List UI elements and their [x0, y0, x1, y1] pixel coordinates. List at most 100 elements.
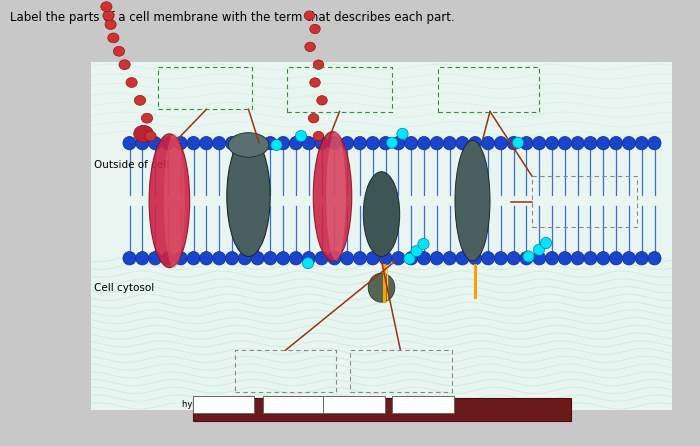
Ellipse shape — [101, 2, 112, 12]
Ellipse shape — [225, 252, 239, 265]
Ellipse shape — [228, 133, 269, 157]
Ellipse shape — [264, 136, 277, 150]
Text: peripheral protein: peripheral protein — [385, 401, 461, 409]
Ellipse shape — [417, 252, 430, 265]
Ellipse shape — [533, 244, 545, 255]
Ellipse shape — [520, 136, 533, 150]
Ellipse shape — [134, 125, 153, 142]
Ellipse shape — [368, 273, 395, 302]
Ellipse shape — [610, 252, 622, 265]
Ellipse shape — [316, 95, 328, 105]
Ellipse shape — [328, 136, 341, 150]
Ellipse shape — [162, 136, 174, 150]
Ellipse shape — [379, 252, 392, 265]
Bar — [193, 398, 570, 421]
Text: Outside of cell: Outside of cell — [94, 160, 169, 170]
Ellipse shape — [238, 136, 251, 150]
Ellipse shape — [305, 42, 315, 51]
Ellipse shape — [108, 33, 119, 43]
Ellipse shape — [148, 136, 162, 150]
Ellipse shape — [302, 252, 315, 265]
Ellipse shape — [289, 252, 302, 265]
Ellipse shape — [405, 252, 418, 265]
Ellipse shape — [469, 252, 482, 265]
Ellipse shape — [386, 137, 398, 148]
Ellipse shape — [571, 252, 584, 265]
Ellipse shape — [174, 136, 188, 150]
Ellipse shape — [354, 136, 367, 150]
Ellipse shape — [251, 252, 264, 265]
Ellipse shape — [622, 136, 636, 150]
Ellipse shape — [482, 252, 495, 265]
Ellipse shape — [187, 136, 200, 150]
Text: Label the parts of a cell membrane with the term that describes each part.: Label the parts of a cell membrane with … — [10, 11, 455, 24]
Ellipse shape — [482, 136, 495, 150]
Bar — [193, 396, 254, 413]
Ellipse shape — [596, 136, 610, 150]
Ellipse shape — [507, 252, 520, 265]
Ellipse shape — [354, 252, 367, 265]
Ellipse shape — [328, 252, 341, 265]
Ellipse shape — [123, 136, 136, 150]
Ellipse shape — [309, 24, 321, 33]
Bar — [392, 396, 454, 413]
Ellipse shape — [417, 136, 430, 150]
Ellipse shape — [430, 136, 443, 150]
Ellipse shape — [136, 136, 149, 150]
Ellipse shape — [455, 140, 490, 261]
Ellipse shape — [341, 136, 354, 150]
Ellipse shape — [302, 136, 315, 150]
Ellipse shape — [162, 252, 174, 265]
Ellipse shape — [533, 136, 546, 150]
Ellipse shape — [314, 132, 351, 261]
Ellipse shape — [264, 252, 277, 265]
Ellipse shape — [379, 136, 392, 150]
Ellipse shape — [145, 131, 156, 141]
Ellipse shape — [559, 252, 571, 265]
Text: hydrophilic region: hydrophilic region — [316, 401, 392, 409]
Ellipse shape — [141, 113, 153, 123]
Ellipse shape — [199, 252, 213, 265]
Ellipse shape — [148, 252, 162, 265]
Ellipse shape — [507, 136, 520, 150]
Ellipse shape — [418, 239, 429, 250]
Ellipse shape — [622, 252, 636, 265]
Text: integral protein: integral protein — [260, 401, 326, 409]
Ellipse shape — [187, 252, 200, 265]
Ellipse shape — [405, 136, 418, 150]
Ellipse shape — [309, 78, 321, 87]
Ellipse shape — [315, 136, 328, 150]
Ellipse shape — [113, 46, 125, 56]
Ellipse shape — [213, 252, 225, 265]
Ellipse shape — [105, 20, 116, 29]
Ellipse shape — [540, 238, 552, 249]
Ellipse shape — [314, 131, 323, 140]
Ellipse shape — [309, 113, 319, 123]
Ellipse shape — [456, 252, 469, 265]
Ellipse shape — [397, 128, 408, 139]
Ellipse shape — [366, 136, 379, 150]
Ellipse shape — [392, 136, 405, 150]
Ellipse shape — [238, 252, 251, 265]
Ellipse shape — [648, 136, 661, 150]
Ellipse shape — [404, 253, 415, 264]
Ellipse shape — [251, 136, 264, 150]
Ellipse shape — [136, 252, 149, 265]
Bar — [323, 396, 385, 413]
Ellipse shape — [469, 136, 482, 150]
Ellipse shape — [304, 11, 314, 20]
Ellipse shape — [366, 252, 379, 265]
Ellipse shape — [523, 251, 534, 262]
Ellipse shape — [315, 252, 328, 265]
Ellipse shape — [584, 136, 597, 150]
Ellipse shape — [164, 134, 185, 268]
Ellipse shape — [512, 137, 524, 148]
Ellipse shape — [494, 252, 508, 265]
Ellipse shape — [227, 136, 270, 256]
Ellipse shape — [533, 252, 546, 265]
Ellipse shape — [103, 11, 114, 21]
Ellipse shape — [149, 134, 190, 268]
Ellipse shape — [411, 245, 422, 257]
Ellipse shape — [648, 252, 661, 265]
Ellipse shape — [302, 258, 314, 268]
